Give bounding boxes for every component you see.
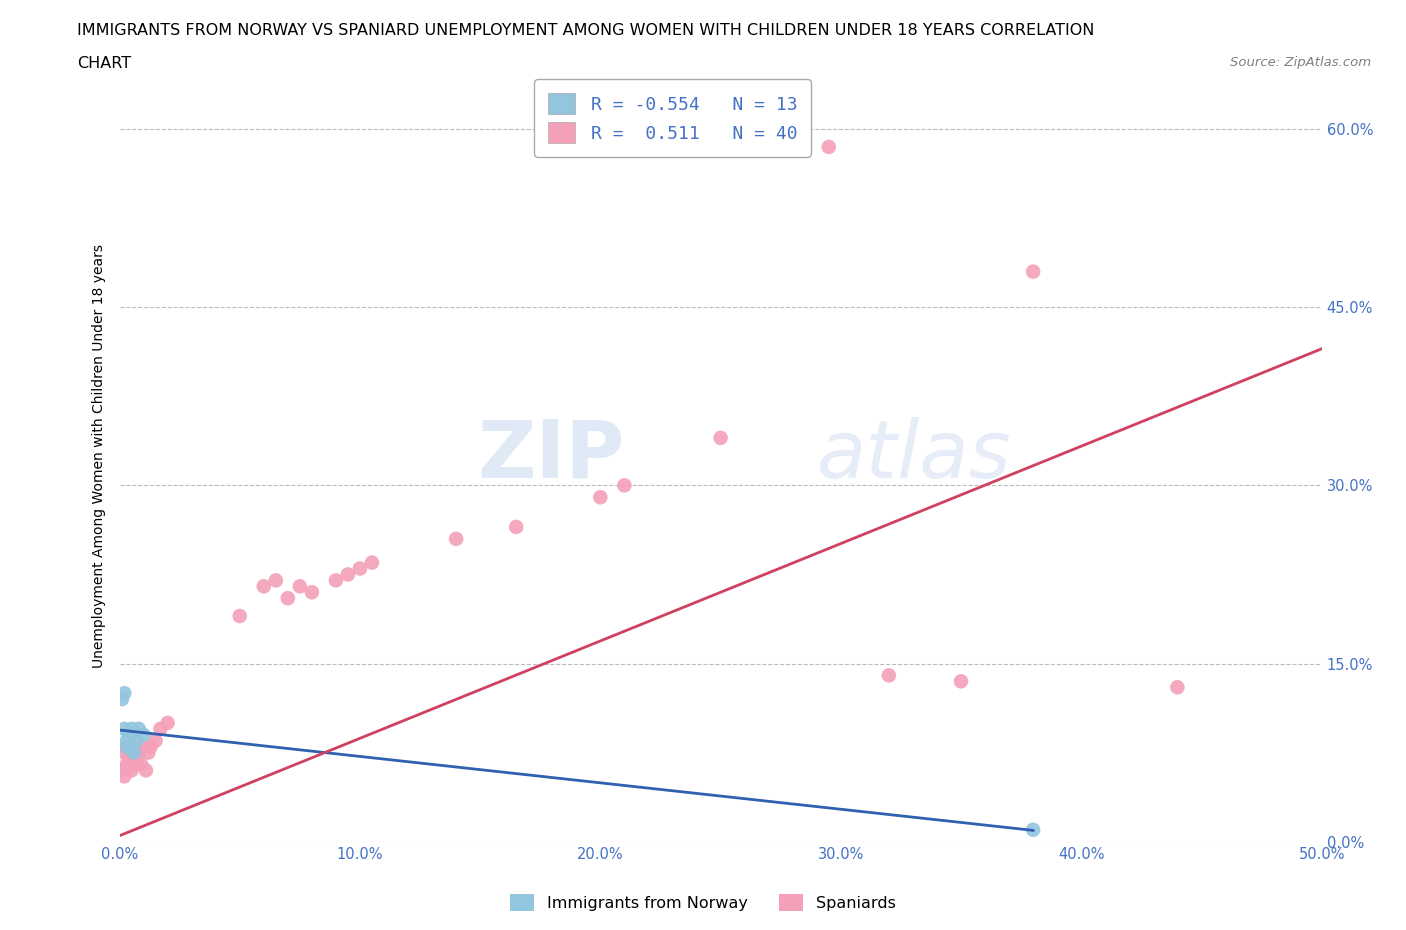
Point	[264, 573, 287, 588]
Point	[145, 733, 167, 748]
Y-axis label: Unemployment Among Women with Children Under 18 years: Unemployment Among Women with Children U…	[93, 244, 107, 668]
Point	[149, 722, 172, 737]
Point	[128, 745, 150, 760]
Text: Source: ZipAtlas.com: Source: ZipAtlas.com	[1230, 56, 1371, 69]
Point	[112, 722, 135, 737]
Point	[121, 763, 143, 777]
Point	[709, 431, 731, 445]
Point	[115, 739, 138, 754]
Point	[122, 745, 145, 760]
Point	[115, 733, 138, 748]
Point	[1022, 822, 1045, 837]
Point	[817, 140, 839, 154]
Point	[111, 692, 134, 707]
Point	[115, 739, 138, 754]
Point	[589, 490, 612, 505]
Point	[115, 757, 138, 772]
Point	[1022, 264, 1045, 279]
Point	[444, 531, 467, 546]
Point	[132, 739, 155, 754]
Point	[253, 578, 276, 593]
Point	[349, 561, 371, 576]
Point	[336, 567, 359, 582]
Point	[125, 733, 148, 748]
Point	[156, 715, 179, 730]
Point	[613, 478, 636, 493]
Point	[132, 727, 155, 742]
Point	[111, 763, 134, 777]
Point	[122, 757, 145, 772]
Point	[129, 757, 152, 772]
Point	[361, 555, 384, 570]
Point	[138, 745, 160, 760]
Text: IMMIGRANTS FROM NORWAY VS SPANIARD UNEMPLOYMENT AMONG WOMEN WITH CHILDREN UNDER : IMMIGRANTS FROM NORWAY VS SPANIARD UNEMP…	[77, 23, 1095, 38]
Point	[505, 520, 527, 535]
Point	[121, 722, 143, 737]
Point	[135, 763, 157, 777]
Point	[301, 585, 323, 600]
Point	[118, 739, 141, 754]
Text: CHART: CHART	[77, 56, 131, 71]
Point	[118, 751, 141, 766]
Text: ZIP: ZIP	[477, 417, 624, 495]
Point	[121, 745, 143, 760]
Text: atlas: atlas	[817, 417, 1011, 495]
Point	[125, 751, 148, 766]
Point	[877, 668, 900, 683]
Legend: R = -0.554   N = 13, R =  0.511   N = 40: R = -0.554 N = 13, R = 0.511 N = 40	[534, 79, 811, 157]
Point	[118, 727, 141, 742]
Point	[288, 578, 311, 593]
Legend: Immigrants from Norway, Spaniards: Immigrants from Norway, Spaniards	[503, 888, 903, 917]
Point	[277, 591, 299, 605]
Point	[949, 674, 972, 689]
Point	[228, 608, 252, 623]
Point	[139, 739, 162, 754]
Point	[112, 685, 135, 700]
Point	[112, 769, 135, 784]
Point	[121, 739, 143, 754]
Point	[128, 722, 150, 737]
Point	[1166, 680, 1188, 695]
Point	[325, 573, 347, 588]
Point	[112, 745, 135, 760]
